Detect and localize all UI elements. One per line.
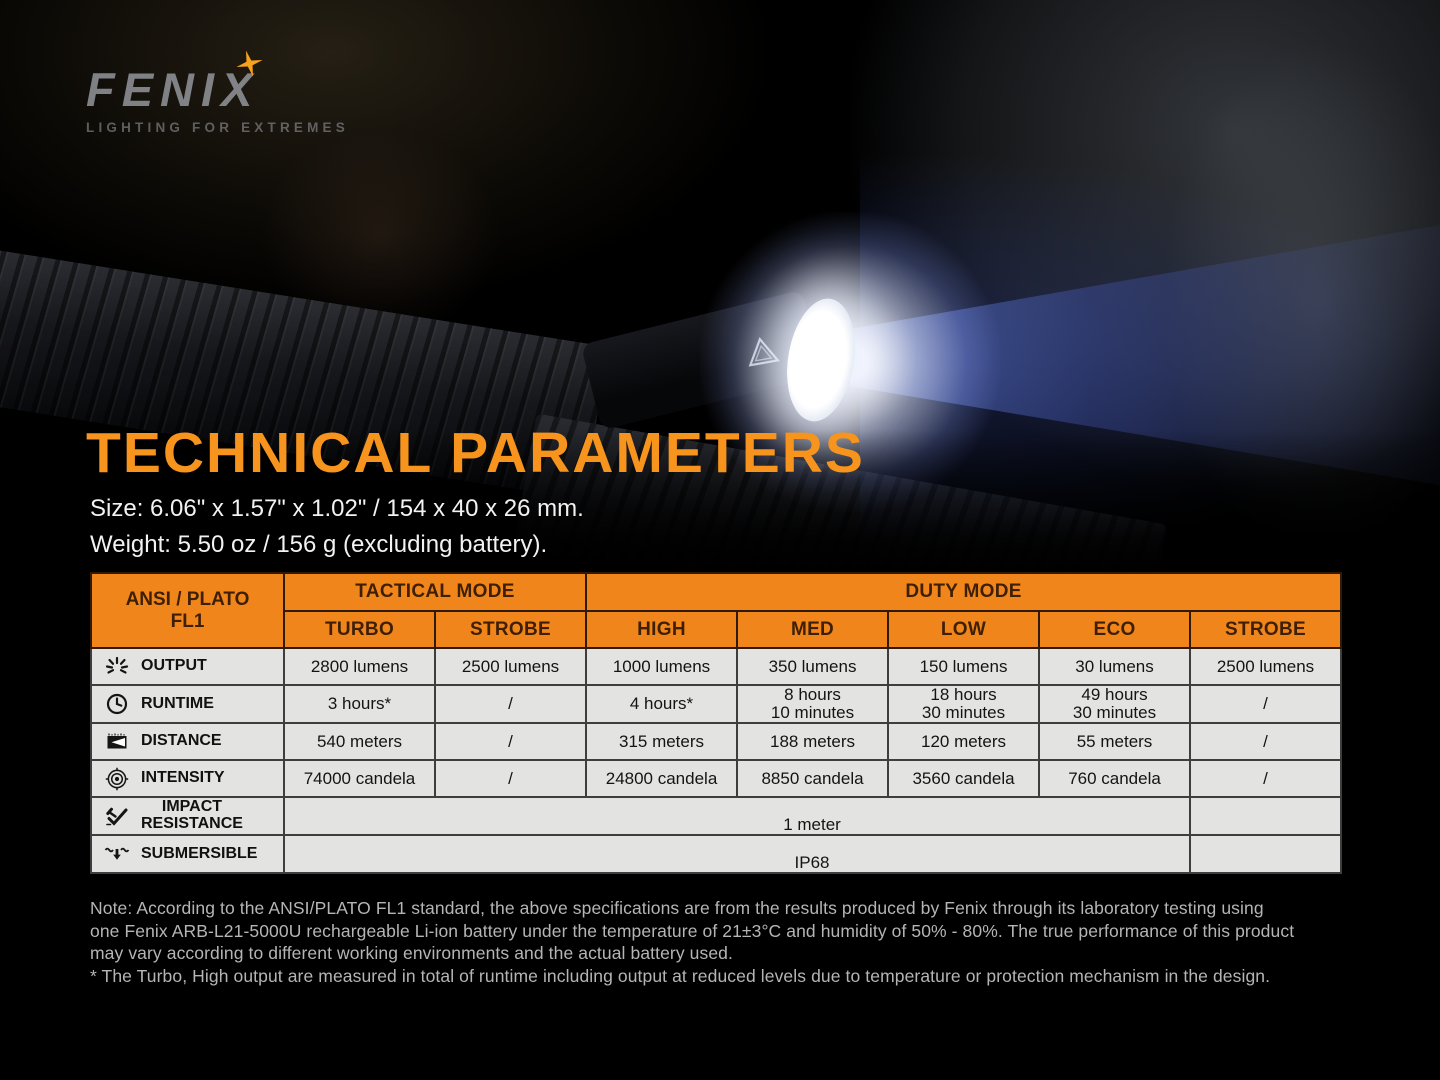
empty-cell — [1189, 796, 1343, 836]
spec-value: 120 meters — [887, 722, 1041, 761]
group-header-tactical: TACTICAL MODE — [282, 572, 588, 612]
spec-value: 315 meters — [585, 722, 739, 761]
hero-photo — [0, 0, 1440, 575]
output-icon — [102, 654, 132, 680]
spec-value: 8 hours 10 minutes — [736, 684, 890, 724]
row-label: INTENSITY — [141, 769, 225, 787]
boonie-hat-silhouette — [0, 0, 780, 310]
mode-header-high: HIGH — [585, 610, 739, 649]
spec-value: 760 candela — [1038, 759, 1192, 798]
submersible-icon — [102, 841, 132, 867]
table-row-intensity: INTENSITY 74000 candela / 24800 candela … — [90, 759, 1343, 798]
table-row-impact: IMPACT RESISTANCE 1 meter — [90, 796, 1343, 836]
row-header-submersible: SUBMERSIBLE — [90, 834, 285, 874]
spec-value: 2800 lumens — [283, 647, 436, 686]
spec-value: 188 meters — [736, 722, 890, 761]
spec-value: 24800 candela — [585, 759, 739, 798]
row-header-impact: IMPACT RESISTANCE — [90, 796, 285, 836]
spec-value: 3 hours* — [283, 684, 436, 724]
spec-value: 150 lumens — [887, 647, 1041, 686]
spec-value-merged: IP68 — [282, 834, 1192, 874]
spec-value: 30 lumens — [1038, 647, 1192, 686]
table-row-distance: DISTANCE 540 meters / 315 meters 188 met… — [90, 722, 1343, 761]
spec-value: / — [1189, 759, 1343, 798]
mode-header-strobe-duty: STROBE — [1189, 610, 1343, 649]
spec-value: 8850 candela — [736, 759, 890, 798]
spec-value: 74000 candela — [283, 759, 436, 798]
spec-value-merged: 1 meter — [282, 796, 1192, 836]
row-label: DISTANCE — [141, 732, 222, 750]
spec-value: / — [433, 759, 588, 798]
mode-header-med: MED — [736, 610, 890, 649]
weight-spec: Weight: 5.50 oz / 156 g (excluding batte… — [90, 531, 548, 558]
spec-value: / — [433, 722, 588, 761]
row-label: RUNTIME — [141, 694, 214, 712]
impact-icon — [102, 803, 132, 829]
spec-value: / — [433, 684, 588, 724]
row-label: IMPACT RESISTANCE — [141, 798, 243, 832]
table-corner-header: ANSI / PLATO FL1 — [90, 572, 285, 649]
row-label: OUTPUT — [141, 657, 207, 675]
row-header-intensity: INTENSITY — [90, 759, 285, 798]
spec-value: 2500 lumens — [1189, 647, 1343, 686]
logo-wordmark: FENIX — [86, 63, 260, 116]
spec-value: / — [1189, 684, 1343, 724]
footnote: Note: According to the ANSI/PLATO FL1 st… — [90, 898, 1295, 986]
table-row-submersible: SUBMERSIBLE IP68 — [90, 834, 1343, 874]
mode-header-eco: ECO — [1038, 610, 1192, 649]
fenix-logo: FENIX LIGHTING FOR EXTREMES — [86, 50, 349, 135]
page-title: TECHNICAL PARAMETERS — [86, 421, 865, 485]
runtime-icon — [102, 691, 132, 717]
photo-bottom-fade — [0, 430, 1440, 575]
row-header-output: OUTPUT — [90, 647, 285, 686]
empty-cell — [1189, 834, 1343, 874]
spec-value: 2500 lumens — [433, 647, 588, 686]
spec-value: 18 hours 30 minutes — [887, 684, 1041, 724]
intensity-icon — [102, 766, 132, 792]
row-label: SUBMERSIBLE — [141, 844, 258, 862]
spec-value: 1000 lumens — [585, 647, 739, 686]
spec-table: ANSI / PLATO FL1 TACTICAL MODE DUTY MODE… — [90, 572, 1343, 874]
size-spec: Size: 6.06" x 1.57" x 1.02" / 154 x 40 x… — [90, 495, 584, 522]
mode-header-low: LOW — [887, 610, 1041, 649]
group-header-duty: DUTY MODE — [585, 572, 1343, 612]
spec-value: 4 hours* — [585, 684, 739, 724]
table-row-runtime: RUNTIME 3 hours* / 4 hours* 8 hours 10 m… — [90, 684, 1343, 724]
spec-value: / — [1189, 722, 1343, 761]
spec-value: 540 meters — [283, 722, 436, 761]
spec-value: 350 lumens — [736, 647, 890, 686]
mode-header-turbo: TURBO — [283, 610, 436, 649]
row-header-runtime: RUNTIME — [90, 684, 285, 724]
mode-header-strobe-tactical: STROBE — [433, 610, 588, 649]
spec-value: 3560 candela — [887, 759, 1041, 798]
star-icon — [236, 50, 263, 82]
logo-tagline: LIGHTING FOR EXTREMES — [86, 120, 349, 135]
spec-value: 55 meters — [1038, 722, 1192, 761]
row-header-distance: DISTANCE — [90, 722, 285, 761]
spec-value: 49 hours 30 minutes — [1038, 684, 1192, 724]
table-row-output: OUTPUT 2800 lumens 2500 lumens 1000 lume… — [90, 647, 1343, 686]
distance-icon — [102, 729, 132, 755]
